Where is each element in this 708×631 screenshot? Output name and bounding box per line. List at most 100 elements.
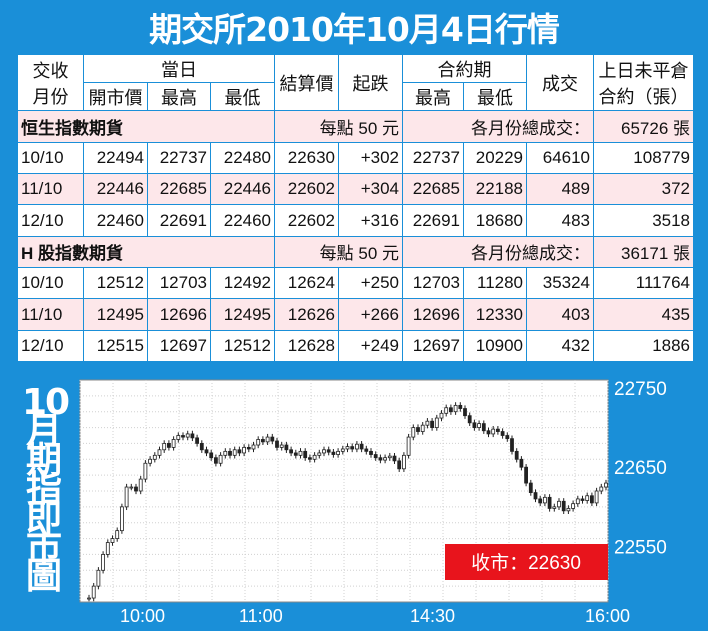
- y-tick-label: 22550: [614, 538, 667, 559]
- candle-body: [232, 449, 237, 456]
- candle-body: [223, 450, 228, 456]
- cell-month: 11/10: [17, 173, 84, 206]
- candle-body: [256, 439, 261, 446]
- cell-c-high: 22685: [402, 173, 465, 206]
- section-name: 恒生指數期貨: [16, 110, 276, 143]
- cell-high: 12697: [147, 329, 211, 363]
- x-tick-label: 11:00: [239, 606, 283, 626]
- cell-c-high: 22737: [402, 141, 465, 175]
- candle-body: [392, 455, 397, 462]
- cell-change: +250: [338, 267, 404, 300]
- candle-body: [110, 538, 115, 543]
- cell-oi: 435: [593, 298, 695, 331]
- candle-body: [528, 482, 533, 493]
- cell-month: 10/10: [17, 267, 84, 300]
- table-row: 10/10 22494 22737 22480 22630 +302 22737 20229 6…: [17, 141, 695, 175]
- candle-body: [434, 417, 439, 428]
- candle-body: [401, 454, 406, 470]
- cell-c-low: 12330: [463, 298, 528, 331]
- candle-body: [91, 585, 96, 599]
- y-axis: 22750 22650 22550: [614, 379, 667, 559]
- candle-body: [190, 433, 195, 439]
- cell-oi: 111764: [593, 267, 695, 300]
- header-change: 起跌: [338, 53, 404, 112]
- header-volume: 成交: [526, 53, 595, 112]
- candle-body: [199, 443, 204, 451]
- side-label: 10 月期指即市圖: [22, 382, 70, 597]
- candle-body: [312, 454, 317, 460]
- price-series: [87, 402, 608, 602]
- section-total: 65726 張: [593, 110, 695, 143]
- table-row: 11/10 12495 12696 12495 12626 +266 12696 12330 4…: [17, 298, 695, 331]
- candle-body: [561, 500, 566, 512]
- header-contract: 合約期: [402, 53, 528, 84]
- candle-body: [477, 423, 482, 428]
- cell-settle: 22602: [274, 173, 340, 206]
- candle-body: [425, 420, 430, 426]
- candle-body: [326, 449, 331, 453]
- cell-c-low: 18680: [463, 204, 528, 237]
- cell-change: +304: [338, 173, 404, 206]
- candle-body: [430, 420, 435, 428]
- candle-body: [373, 454, 378, 459]
- candle-body: [185, 433, 190, 438]
- candle-body: [463, 408, 467, 417]
- candle-body: [467, 415, 472, 424]
- cell-change: +316: [338, 204, 404, 237]
- cell-settle: 12624: [274, 267, 340, 300]
- table-row: 10/10 12512 12703 12492 12624 +250 12703 11280 3…: [17, 267, 695, 300]
- candle-body: [547, 496, 552, 509]
- cell-c-high: 12697: [402, 329, 465, 363]
- candle-body: [298, 450, 303, 456]
- candle-body: [322, 449, 326, 454]
- candle-body: [265, 436, 270, 443]
- candle-body: [181, 435, 185, 438]
- close-badge: [445, 544, 608, 580]
- cell-volume: 489: [526, 173, 595, 206]
- candle-body: [580, 498, 585, 501]
- candle-body: [293, 452, 298, 456]
- cell-volume: 35324: [526, 267, 595, 300]
- candle-body: [406, 436, 411, 456]
- quotes-table: 交收 月份 當日 結算價 起跌 合約期 成交 上日未平倉 合約（張） 開市價 最高 …: [16, 53, 695, 363]
- cell-low: 12512: [209, 329, 276, 363]
- cell-settle: 12628: [274, 329, 340, 363]
- intraday-chart: 22750 22650 22550 10:00 11:00 14:30 16:00 收市：…: [79, 379, 667, 626]
- cell-low: 12492: [209, 267, 276, 300]
- candle-body: [204, 449, 209, 454]
- cell-open: 12495: [83, 298, 148, 331]
- candle-body: [571, 503, 575, 509]
- candle-body: [594, 490, 599, 504]
- header-oi: 上日未平倉 合約（張）: [593, 53, 695, 112]
- candle-body: [303, 450, 308, 459]
- grid: [79, 380, 609, 602]
- cell-high: 22685: [147, 173, 211, 206]
- candle-body: [148, 458, 153, 464]
- candle-body: [448, 407, 453, 413]
- candle-body: [336, 450, 341, 455]
- x-tick-label: 16:00: [585, 606, 630, 626]
- candle-body: [138, 478, 143, 492]
- candle-body: [237, 449, 242, 454]
- candle-body: [275, 440, 279, 448]
- cell-low: 22480: [209, 141, 276, 175]
- table-row: 12/10 12515 12697 12512 12628 +249 12697 10900 4…: [17, 329, 695, 363]
- x-tick-label: 14:30: [410, 606, 455, 626]
- cell-c-low: 22188: [463, 173, 528, 206]
- candle-body: [604, 482, 608, 488]
- candle-body: [420, 424, 425, 432]
- cell-low: 12495: [209, 298, 276, 331]
- candle-body: [416, 427, 420, 432]
- section-per-point: 每點 50 元: [274, 235, 404, 269]
- candle-body: [510, 438, 514, 452]
- candle-body: [246, 446, 251, 450]
- candle-body: [585, 495, 590, 501]
- cell-oi: 3518: [593, 204, 695, 237]
- candle-body: [472, 422, 477, 428]
- cell-settle: 22602: [274, 204, 340, 237]
- header-month: 交收 月份: [17, 53, 84, 112]
- candle-body: [218, 454, 223, 464]
- cell-volume: 432: [526, 329, 595, 363]
- cell-c-high: 12703: [402, 267, 465, 300]
- candle-body: [495, 428, 500, 432]
